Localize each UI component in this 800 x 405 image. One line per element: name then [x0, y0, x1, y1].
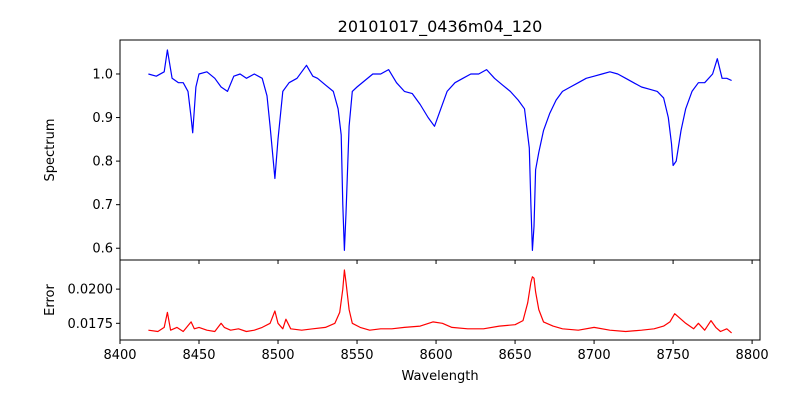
- x-tick-label: 8400: [103, 348, 136, 363]
- x-tick-label: 8650: [499, 348, 532, 363]
- x-tick-label: 8550: [340, 348, 373, 363]
- chart-title: 20101017_0436m04_120: [338, 17, 543, 37]
- spectrum-y-tick-label: 0.6: [92, 242, 113, 257]
- x-tick-label: 8700: [578, 348, 611, 363]
- spectrum-axis-ticks: 0.6 0.7 0.8 0.9 1.0: [92, 67, 753, 264]
- x-tick-label: 8800: [736, 348, 769, 363]
- spectrum-y-tick-label: 1.0: [92, 67, 113, 82]
- x-tick-label: 8600: [420, 348, 453, 363]
- error-axis-ticks: 8400 8450 8500 8550 8600 8650 8700 8750 8800 0.01…: [68, 283, 769, 363]
- error-plot-frame: [119, 259, 761, 341]
- spectrum-y-tick-label: 0.8: [92, 155, 113, 170]
- x-tick-label: 8750: [657, 348, 690, 363]
- error-y-axis-label: Error: [43, 284, 58, 316]
- x-tick-label: 8450: [182, 348, 215, 363]
- error-series-line: [148, 269, 732, 334]
- spectrum-y-tick-label: 0.7: [92, 198, 113, 213]
- x-axis-label: Wavelength: [401, 369, 478, 384]
- error-y-tick-label: 0.0200: [68, 283, 114, 298]
- spectrum-y-axis-label: Spectrum: [43, 119, 58, 182]
- spectrum-series-line: [148, 49, 732, 251]
- spectrum-y-tick-label: 0.9: [92, 111, 113, 126]
- error-y-tick-label: 0.0175: [68, 317, 114, 332]
- x-tick-label: 8500: [261, 348, 294, 363]
